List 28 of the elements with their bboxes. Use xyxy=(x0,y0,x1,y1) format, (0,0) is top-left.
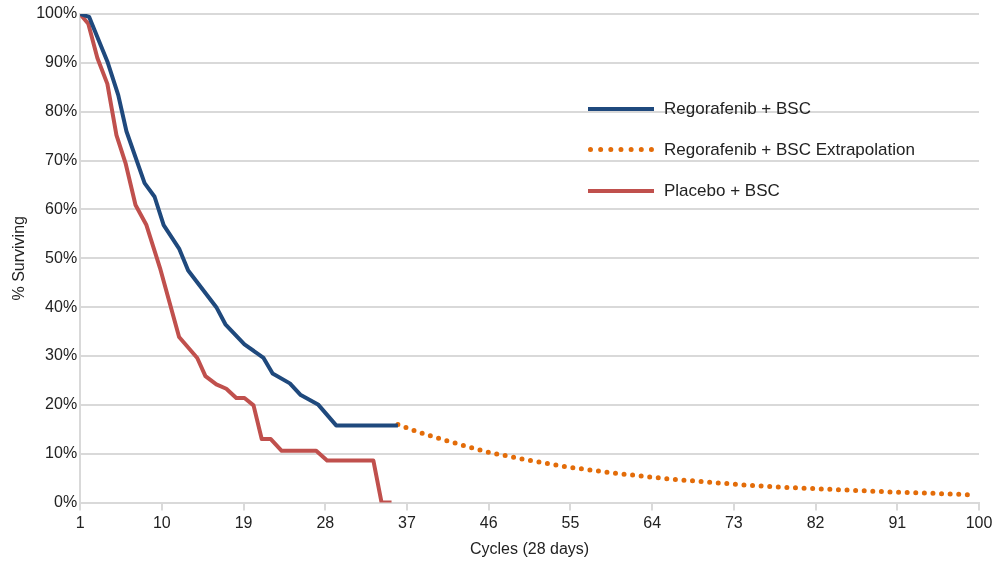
x-tick-label: 100 xyxy=(965,513,993,531)
legend-label: Regorafenib + BSC Extrapolation xyxy=(664,139,915,160)
legend-label: Regorafenib + BSC xyxy=(664,98,811,119)
y-tick-label: 0% xyxy=(54,493,78,511)
y-tick-label: 70% xyxy=(45,150,78,168)
y-tick-label: 40% xyxy=(45,297,78,315)
x-axis-title: Cycles (28 days) xyxy=(469,539,590,557)
x-tick-label: 1 xyxy=(75,513,85,531)
x-tick-label: 46 xyxy=(479,513,498,531)
y-tick-label: 80% xyxy=(45,102,78,120)
x-tick-label: 55 xyxy=(561,513,580,531)
y-tick-label: 100% xyxy=(36,4,78,22)
y-axis-title: % Surviving xyxy=(10,216,28,301)
x-tick-label: 91 xyxy=(888,513,907,531)
x-tick-label: 82 xyxy=(806,513,825,531)
legend-label: Placebo + BSC xyxy=(664,180,780,201)
y-tick-label: 90% xyxy=(45,53,78,71)
y-tick-label: 30% xyxy=(45,346,78,364)
y-tick-label: 10% xyxy=(45,444,78,462)
x-tick-label: 19 xyxy=(234,513,253,531)
x-tick-label: 10 xyxy=(152,513,171,531)
x-tick-label: 28 xyxy=(316,513,335,531)
x-tick-label: 37 xyxy=(398,513,416,531)
x-tick-label: 73 xyxy=(724,513,743,531)
y-tick-label: 50% xyxy=(45,248,78,266)
y-tick-label: 60% xyxy=(45,199,78,217)
x-tick-label: 64 xyxy=(643,513,662,531)
y-tick-label: 20% xyxy=(45,395,78,413)
